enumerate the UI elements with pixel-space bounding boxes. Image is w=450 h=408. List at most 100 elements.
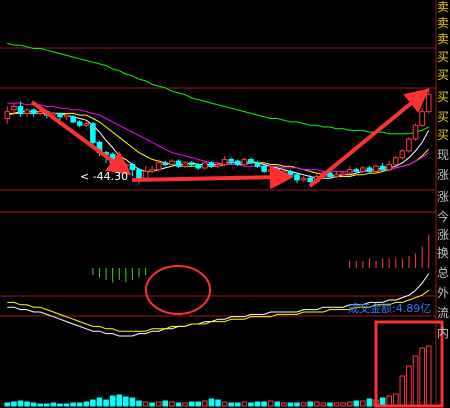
candle-42 (281, 169, 287, 177)
volume-bar-60 (399, 375, 406, 407)
candle-body-57 (379, 165, 386, 171)
side-label-5: 买 (436, 90, 449, 104)
turnover-label: 成交金额:4.89亿 (348, 302, 432, 315)
candle-8 (57, 112, 63, 121)
volume-bar-38 (254, 401, 261, 407)
candle-2 (17, 101, 24, 117)
volume-bar-11 (76, 402, 83, 407)
candle-body-64 (425, 94, 432, 113)
candle-body-24 (162, 162, 169, 166)
min-price-label: < -44.30 (80, 170, 129, 183)
candle-body-54 (360, 167, 366, 172)
candle-body-62 (412, 124, 419, 140)
candle-5 (37, 109, 44, 116)
arrow-sideways (131, 165, 294, 190)
candle-body-59 (392, 157, 399, 166)
volume-bar-46 (307, 401, 313, 407)
candle-body-53 (353, 169, 360, 172)
side-label-12: 涨 (436, 228, 449, 242)
volume-bar-15 (103, 399, 109, 407)
side-label-15: 外 (436, 286, 449, 300)
macd-dif-line (7, 273, 430, 337)
volume-bar-21 (142, 401, 149, 407)
volume-bar-26 (175, 402, 182, 407)
volume-bar-32 (215, 399, 221, 407)
side-label-2: 卖 (436, 32, 449, 46)
macd-dea-line (7, 289, 429, 332)
volume-bar-22 (149, 402, 155, 407)
side-label-6: 买 (436, 110, 449, 124)
candle-body-40 (267, 169, 274, 172)
candle-38 (254, 161, 261, 168)
candle-56 (373, 164, 379, 174)
candle-body-2 (17, 106, 24, 114)
side-label-7: 买 (436, 128, 449, 142)
candle-58 (386, 161, 393, 172)
candle-19 (129, 162, 136, 177)
candle-body-10 (70, 116, 76, 123)
macd-panel (7, 234, 430, 337)
candle-body-0 (4, 111, 11, 119)
volume-bar-47 (313, 401, 320, 407)
side-label-4: 买 (436, 68, 449, 82)
candle-body-34 (228, 158, 234, 162)
candle-body-55 (366, 167, 373, 172)
volume-bar-9 (63, 403, 70, 407)
side-label-13: 换 (436, 246, 449, 260)
volume-bar-52 (346, 401, 353, 407)
candle-13 (90, 121, 96, 146)
volume-bar-43 (287, 402, 294, 407)
candle-29 (195, 162, 202, 170)
side-label-9: 涨 (436, 168, 449, 182)
candle-body-5 (37, 111, 44, 114)
candle-body-37 (248, 158, 254, 164)
candle-body-4 (30, 109, 37, 114)
candle-30 (202, 161, 208, 170)
candle-40 (267, 166, 274, 174)
candle-31 (208, 161, 215, 168)
candle-body-19 (129, 164, 136, 171)
candle-body-52 (346, 169, 353, 174)
annotations (30, 88, 444, 408)
candle-body-43 (287, 170, 294, 176)
volume-bar-35 (234, 402, 241, 407)
volume-bar-2 (17, 400, 24, 407)
candle-body-3 (24, 109, 30, 114)
volume-bar-62 (412, 355, 419, 407)
volume-bar-59 (392, 393, 399, 407)
volume-bar-45 (300, 402, 307, 407)
candle-body-31 (208, 162, 215, 167)
volume-bar-48 (320, 402, 327, 407)
volume-bar-40 (267, 400, 274, 407)
candle-34 (228, 157, 234, 165)
volume-bar-31 (208, 398, 215, 407)
volume-bar-33 (221, 401, 228, 407)
candle-body-60 (399, 150, 406, 159)
candle-27 (182, 161, 188, 168)
candle-body-11 (76, 121, 83, 126)
side-label-17: 内 (436, 326, 449, 340)
arrow-uptrend (308, 88, 430, 188)
volume-bar-64 (425, 345, 432, 407)
candle-52 (346, 166, 353, 175)
volume-bar-6 (43, 403, 50, 407)
candle-body-18 (123, 164, 129, 167)
candle-62 (412, 123, 419, 141)
volume-bar-53 (353, 400, 360, 407)
candle-45 (300, 176, 307, 182)
candle-61 (406, 137, 412, 153)
candle-body-38 (254, 162, 261, 167)
candle-body-23 (155, 162, 162, 171)
volume-bar-19 (129, 397, 136, 407)
volume-bar-37 (248, 402, 254, 407)
candle-32 (215, 162, 221, 168)
candle-body-63 (419, 111, 425, 126)
volume-bar-16 (109, 395, 116, 407)
candle-body-12 (83, 123, 90, 126)
volume-bar-50 (333, 402, 340, 407)
candle-24 (162, 161, 169, 167)
side-label-3: 买 (436, 50, 449, 64)
side-label-11: 今 (436, 210, 449, 224)
candle-3 (24, 108, 30, 117)
